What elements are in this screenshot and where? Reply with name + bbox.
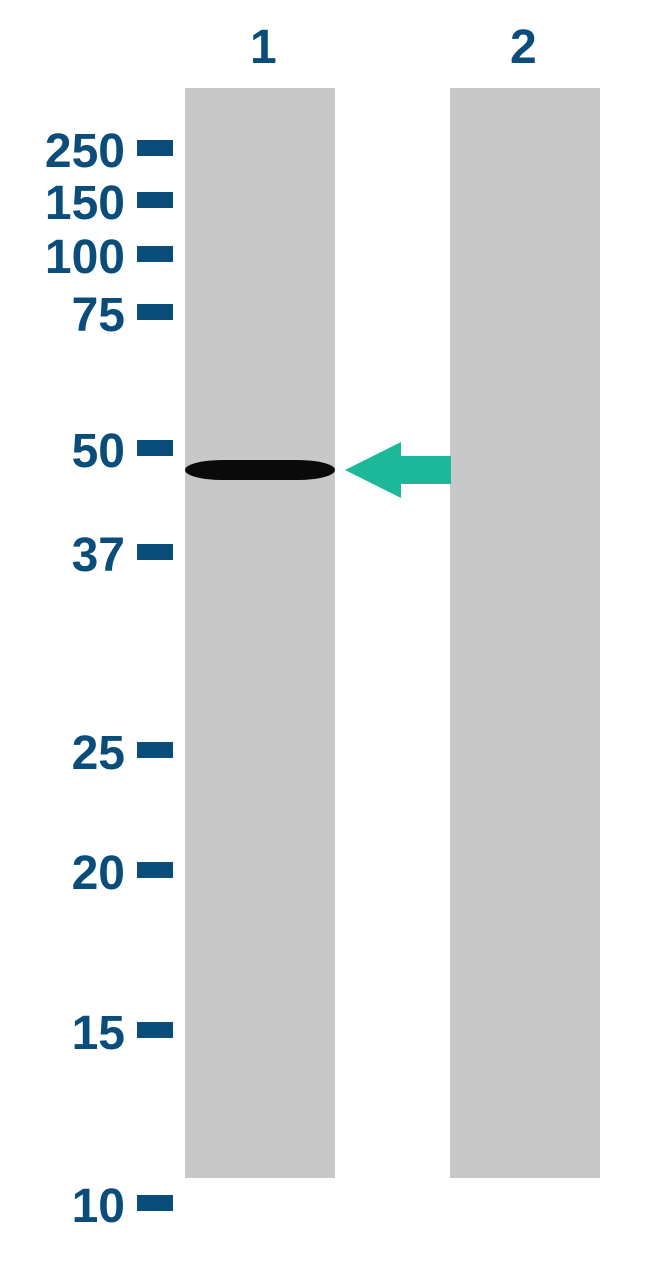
arrow-head-icon — [345, 442, 401, 498]
arrow-shaft — [401, 456, 451, 484]
protein-band-lane1 — [185, 460, 335, 480]
lane-1 — [185, 88, 335, 1178]
lane-label-2: 2 — [510, 20, 537, 75]
western-blot-figure: 1 2 250 150 100 75 50 37 — [0, 0, 650, 1270]
lane-label-1: 1 — [250, 20, 277, 75]
lane-2 — [450, 88, 600, 1178]
